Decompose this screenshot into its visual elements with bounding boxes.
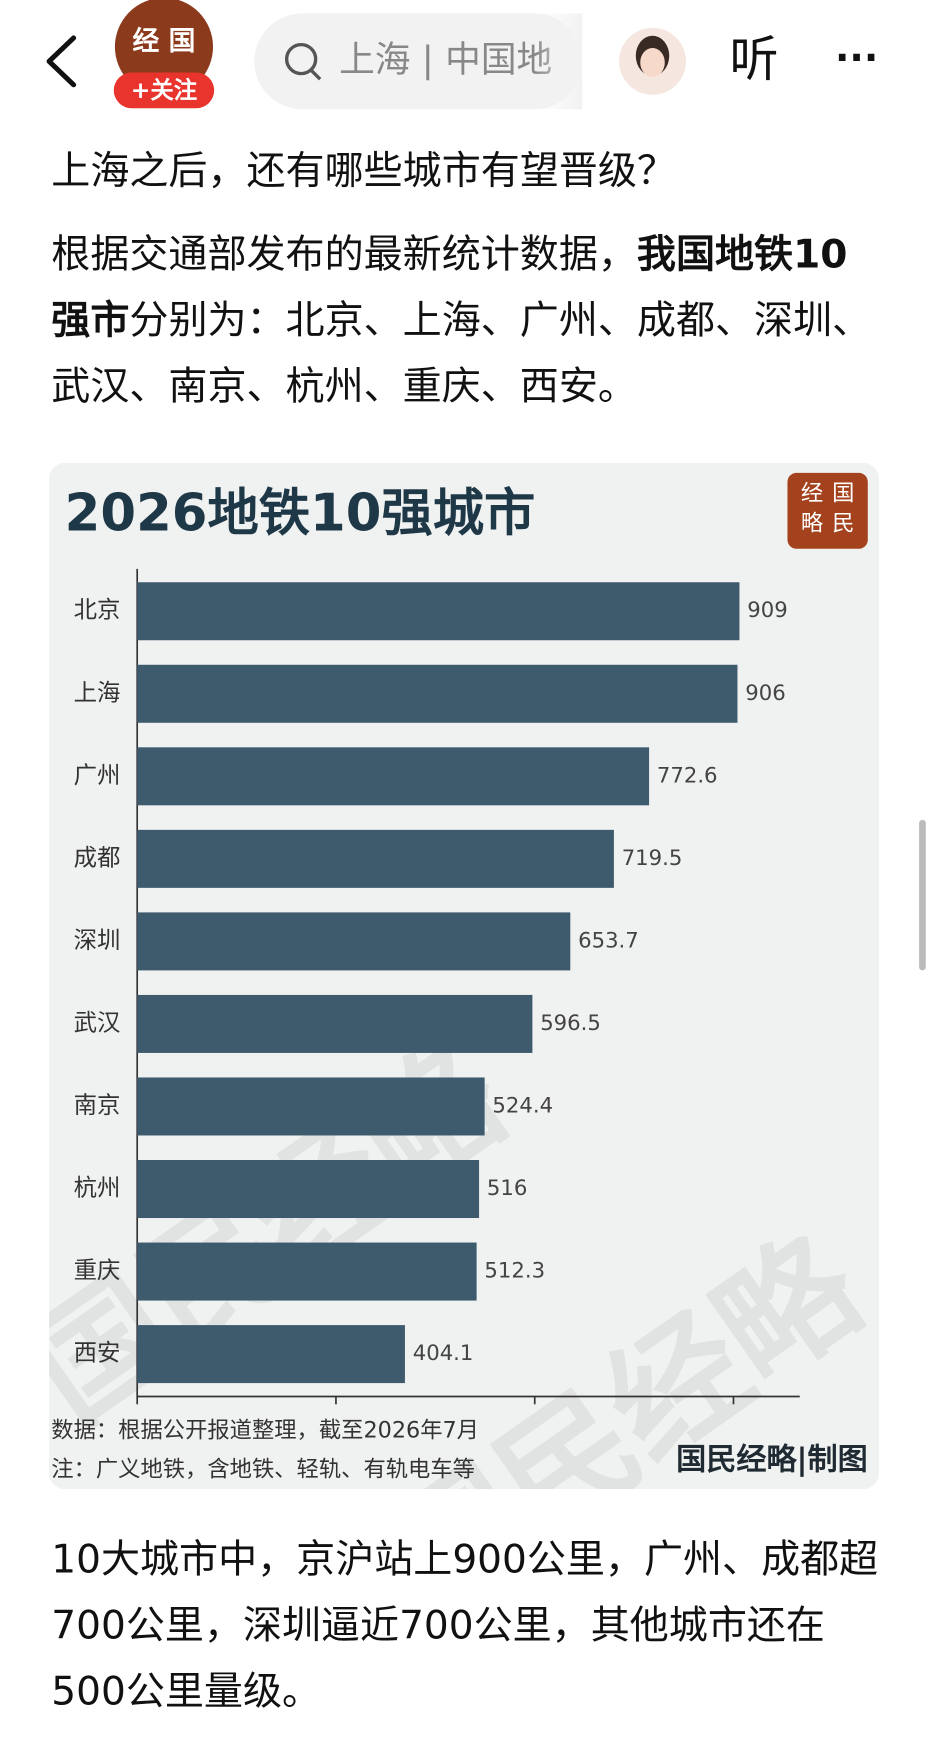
bar <box>137 582 740 641</box>
value-label: 772.6 <box>657 762 718 787</box>
logo-char: 民 <box>832 511 854 537</box>
follow-button[interactable] <box>113 72 215 109</box>
y-tick-label: 广州 <box>74 761 121 789</box>
credit: 国民经略|制图 <box>676 1443 868 1478</box>
back-button[interactable] <box>46 35 77 88</box>
value-label: 653.7 <box>578 927 639 952</box>
bar <box>137 1242 477 1301</box>
chart: 国民经略国民经略2026地铁10强城市经国略 民北京 909上海 906广州 772.6… <box>49 462 879 1490</box>
y-tick-label: 成都 <box>74 843 121 871</box>
listen-button[interactable]: 听 <box>729 30 778 88</box>
account-avatar[interactable] <box>114 0 214 96</box>
y-tick-label: 上海 <box>74 678 121 706</box>
logo-char: 经 <box>801 481 823 507</box>
intro-segment: 根据交通部发布的最新统计数据， <box>51 233 637 278</box>
bar <box>137 1077 485 1136</box>
y-tick-label: 南京 <box>74 1091 121 1119</box>
footnote: 注：广义地铁，含地铁、轻轨、有轨电车等 <box>51 1457 475 1483</box>
bar <box>137 1160 480 1219</box>
logo <box>787 472 868 549</box>
bar <box>137 912 571 971</box>
y-tick-label: 重庆 <box>74 1256 121 1284</box>
value-label: 719.5 <box>622 845 683 870</box>
value-label: 596.5 <box>540 1010 601 1035</box>
top-bar: 经 国 +关注 上海 | 中国地 听 ··· <box>46 0 878 110</box>
follow-label: +关注 <box>131 76 197 104</box>
value-label: 909 <box>747 597 787 622</box>
scrollbar <box>919 819 926 971</box>
bar <box>137 747 650 806</box>
y-tick-label: 武汉 <box>74 1008 121 1036</box>
search-fade <box>535 13 583 110</box>
y-tick-label: 北京 <box>74 596 121 624</box>
y-tick-label: 深圳 <box>74 926 121 954</box>
value-label: 404.1 <box>413 1340 474 1365</box>
bar <box>137 1325 405 1384</box>
search-icon <box>310 69 322 81</box>
user-avatar-face <box>640 47 665 77</box>
more-button[interactable]: ··· <box>835 36 878 80</box>
logo-char: 略 <box>801 511 823 537</box>
search-text: 上海 | 中国地 <box>339 39 552 80</box>
heading: 上海之后，还有哪些城市有望晋级？ <box>51 149 676 195</box>
bar <box>137 829 614 888</box>
y-tick-label: 杭州 <box>74 1174 121 1202</box>
source-note: 数据：根据公开报道整理，截至2026年7月 <box>51 1418 479 1444</box>
bar <box>137 664 738 723</box>
value-label: 512.3 <box>484 1258 545 1283</box>
y-tick-label: 西安 <box>74 1339 121 1367</box>
value-label: 906 <box>745 680 785 705</box>
intro-segment: 分别为：北京、上海、广州、成都、深圳、武汉、南京、杭州、重庆、西安。 <box>51 298 872 410</box>
account-badge: 经 国 <box>133 26 196 57</box>
value-label: 524.4 <box>492 1092 553 1117</box>
chart-title: 2026地铁10强城市 <box>65 483 536 543</box>
conclusion-paragraph: 10大城市中，京沪站上900公里，广州、成都超700公里，深圳逼近700公里，其… <box>51 1538 879 1715</box>
intro-paragraph: 根据交通部发布的最新统计数据，我国地铁10强市分别为：北京、上海、广州、成都、深… <box>51 223 879 420</box>
search-icon <box>284 42 318 76</box>
bar <box>137 994 533 1053</box>
intro-segment: 我国地铁10强市 <box>51 233 848 344</box>
search-box[interactable] <box>254 13 583 110</box>
logo-char: 国 <box>832 481 854 507</box>
value-label: 516 <box>487 1175 527 1200</box>
